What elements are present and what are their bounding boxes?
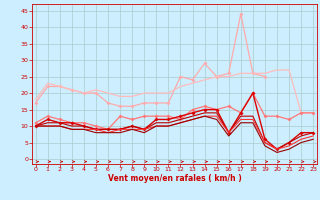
X-axis label: Vent moyen/en rafales ( km/h ): Vent moyen/en rafales ( km/h ) <box>108 174 241 183</box>
